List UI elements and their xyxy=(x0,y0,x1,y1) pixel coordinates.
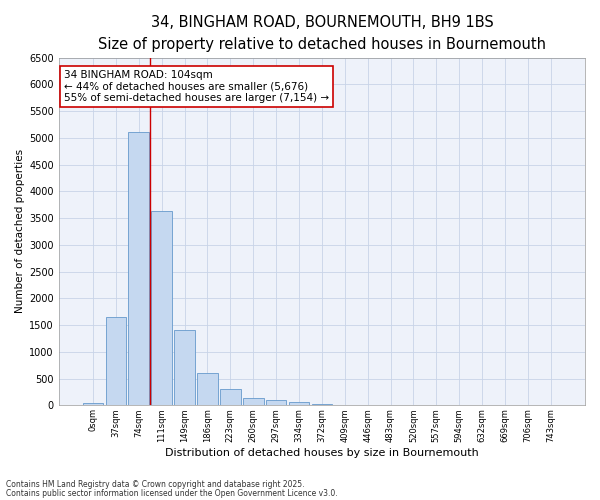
Bar xyxy=(83,402,103,406)
X-axis label: Distribution of detached houses by size in Bournemouth: Distribution of detached houses by size … xyxy=(165,448,479,458)
Bar xyxy=(243,398,263,406)
Y-axis label: Number of detached properties: Number of detached properties xyxy=(15,150,25,314)
Bar xyxy=(106,317,126,406)
Bar xyxy=(151,211,172,406)
Bar xyxy=(197,372,218,406)
Text: Contains public sector information licensed under the Open Government Licence v3: Contains public sector information licen… xyxy=(6,488,338,498)
Bar xyxy=(128,132,149,406)
Bar xyxy=(311,404,332,406)
Bar xyxy=(220,389,241,406)
Bar xyxy=(266,400,286,406)
Bar xyxy=(174,330,195,406)
Text: Contains HM Land Registry data © Crown copyright and database right 2025.: Contains HM Land Registry data © Crown c… xyxy=(6,480,305,489)
Text: 34 BINGHAM ROAD: 104sqm
← 44% of detached houses are smaller (5,676)
55% of semi: 34 BINGHAM ROAD: 104sqm ← 44% of detache… xyxy=(64,70,329,103)
Title: 34, BINGHAM ROAD, BOURNEMOUTH, BH9 1BS
Size of property relative to detached hou: 34, BINGHAM ROAD, BOURNEMOUTH, BH9 1BS S… xyxy=(98,15,546,52)
Bar xyxy=(289,402,309,406)
